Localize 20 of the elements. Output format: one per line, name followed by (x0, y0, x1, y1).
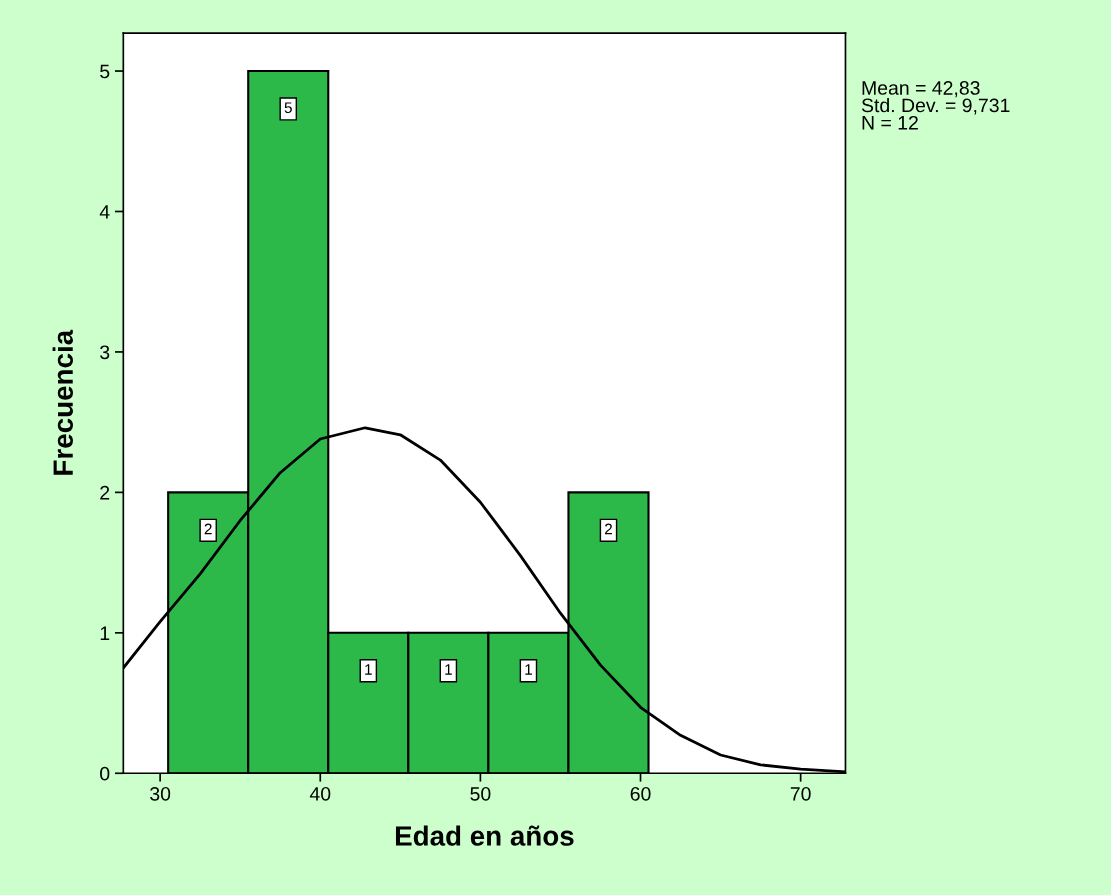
y-tick-label: 2 (100, 485, 110, 500)
y-tick-label: 0 (100, 766, 110, 781)
x-tick-label: 70 (790, 786, 811, 801)
y-tick-label: 4 (99, 205, 110, 219)
text: Mean = 42,83 Std. Dev. = 9,731 N = 12 (861, 81, 1010, 130)
y-tick-label: 5 (100, 64, 110, 79)
y-axis-title: Frecuencia (52, 329, 73, 475)
x-axis-title: Edad en años (395, 825, 574, 846)
x-tick-label: 50 (470, 786, 491, 801)
y-tick-label: 3 (100, 345, 110, 360)
data-label: 1 (445, 664, 452, 675)
data-label: 2 (204, 523, 212, 535)
data-label: 5 (284, 102, 292, 114)
x-tick-label: 60 (630, 786, 651, 801)
data-label: 1 (365, 664, 372, 675)
x-tick-label: 40 (309, 786, 331, 801)
x-tick-label: 30 (150, 786, 171, 801)
y-tick-label: 1 (100, 626, 110, 640)
data-label: 1 (525, 664, 532, 675)
data-label: 2 (605, 523, 612, 535)
